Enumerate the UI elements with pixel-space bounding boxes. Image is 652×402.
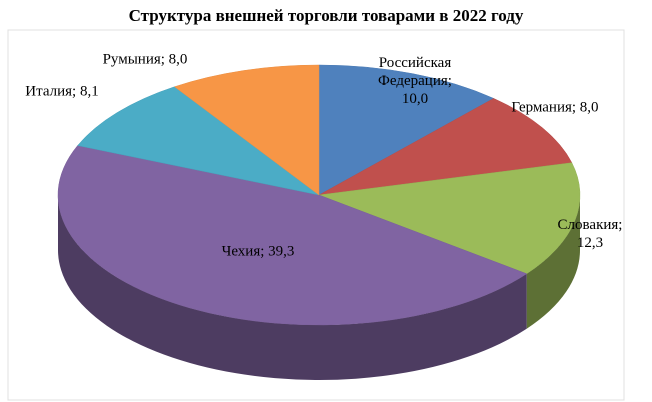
data-label: Германия; 8,0 <box>511 99 598 115</box>
slice-side <box>58 195 527 380</box>
data-label: Российская Федерация; 10,0 <box>378 55 452 107</box>
slice <box>174 64 320 196</box>
slice <box>77 86 320 196</box>
slice <box>57 145 528 326</box>
chart-frame <box>7 29 625 401</box>
slice-side <box>526 195 580 329</box>
slice <box>318 98 573 196</box>
chart-title: Структура внешней торговли товарами в 20… <box>129 6 524 25</box>
data-label: Словакия; 12,3 <box>558 217 623 251</box>
slice <box>318 162 581 275</box>
data-label: Чехия; 39,3 <box>222 243 295 259</box>
data-label: Румыния; 8,0 <box>103 51 188 67</box>
data-label: Италия; 8,1 <box>25 83 98 99</box>
slice <box>318 64 495 196</box>
